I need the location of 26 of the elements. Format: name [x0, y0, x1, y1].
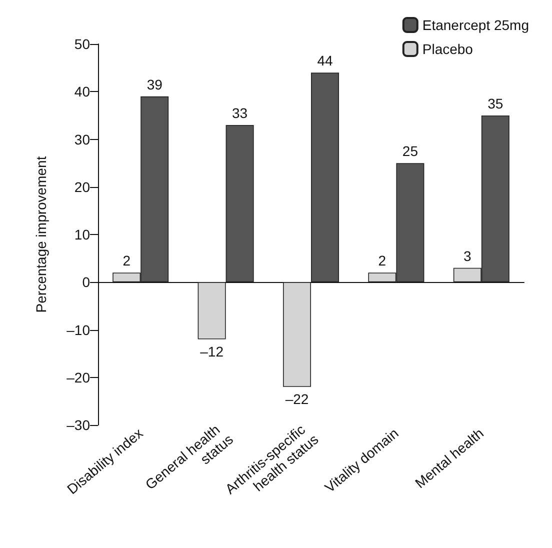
legend-label: Etanercept 25mg: [422, 17, 530, 33]
data-label: 2: [378, 252, 386, 269]
legend-label: Placebo: [422, 41, 474, 57]
y-tick-label: 10: [74, 226, 90, 242]
bar: [283, 282, 311, 387]
bar: [311, 72, 339, 282]
data-label: 39: [146, 76, 163, 92]
y-tick-label: 0: [82, 274, 90, 290]
data-label: 35: [488, 95, 504, 112]
y-tick-label: 20: [74, 178, 90, 195]
data-label: 25: [402, 143, 418, 160]
data-label: 2: [122, 252, 131, 269]
bar: [226, 124, 254, 282]
y-tick-label: –30: [66, 417, 90, 433]
data-label: 3: [464, 248, 472, 264]
y-tick-label: 40: [74, 84, 90, 100]
bar: [198, 282, 226, 340]
y-tick-label: –10: [66, 322, 90, 338]
data-label: –22: [285, 390, 309, 407]
y-tick-label: 50: [74, 36, 90, 52]
y-tick-label: 30: [74, 131, 90, 148]
y-axis-title: Percentage improvement: [33, 156, 49, 313]
data-label: 44: [317, 52, 333, 69]
data-label: 33: [232, 104, 248, 121]
y-tick-label: –20: [66, 369, 90, 386]
data-label: –12: [200, 343, 224, 360]
